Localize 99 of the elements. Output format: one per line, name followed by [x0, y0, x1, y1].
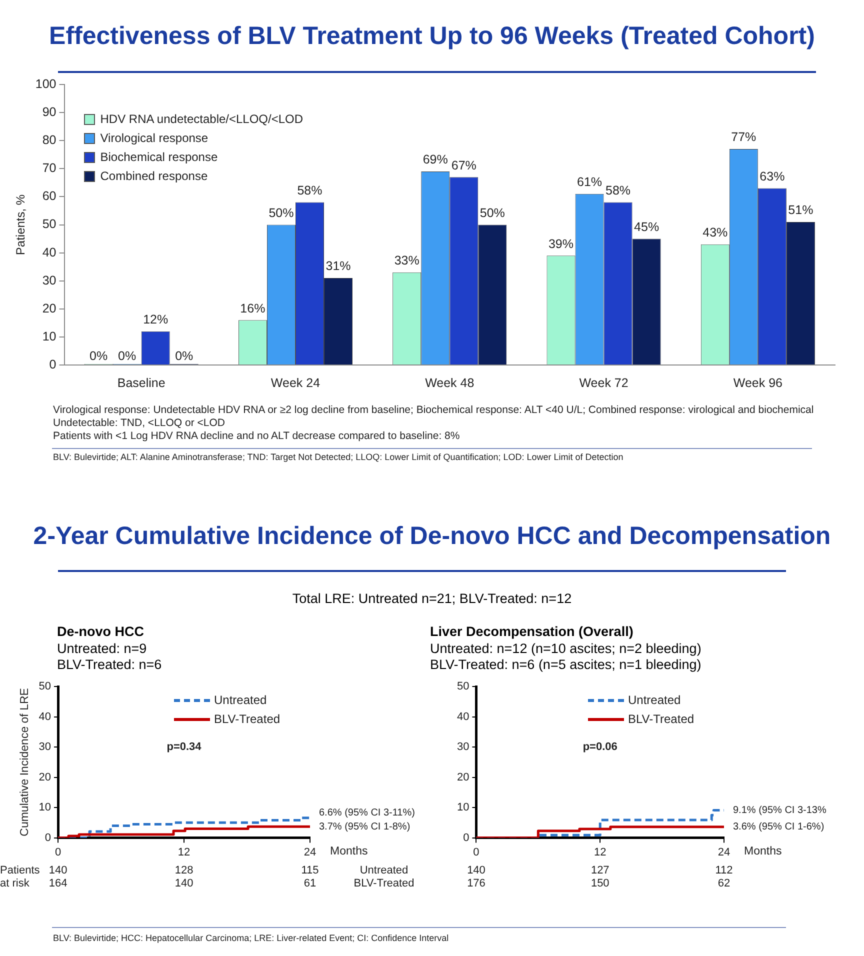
text: BLV: Bulevirtide; ALT: Alanine Aminotransferase; TND: Target Not Detected; LLOQ: Lower Limit of Quantification; LOD: Lower Limit of Detection	[53, 452, 624, 462]
x-tick-label: Baseline	[117, 376, 166, 390]
data-label: 16%	[240, 301, 266, 316]
chart-title: Effectiveness of BLV Treatment Up to 96 Weeks (Treated Cohort)	[48, 22, 816, 51]
text: 140	[467, 864, 486, 876]
text: 164	[48, 877, 68, 890]
x-tick-label: Week 48	[425, 376, 474, 390]
text: Undetectable: TND, <LLOQ or <LOD	[53, 417, 225, 429]
x-tick-label: Week 96	[733, 376, 783, 390]
data-label: 12%	[143, 312, 168, 327]
y-tick-label: 0	[463, 832, 470, 844]
y-tick-label: 40	[456, 710, 470, 723]
text: 62	[718, 877, 730, 890]
legend-label: HDV RNA undetectable/<LLOQ/<LOD	[100, 112, 304, 126]
data-label: 51%	[788, 203, 814, 218]
annotation: p=0.06	[582, 741, 618, 754]
chart-subtitle: Untreated: n=9 BLV-Treated: n=6	[57, 641, 162, 673]
data-label: 58%	[297, 184, 322, 198]
legend-label: Virological response	[100, 131, 208, 145]
text: 2-Year Cumulative Incidence of De-novo HCC and Decompensation	[32, 522, 832, 551]
data-label: 45%	[634, 220, 660, 234]
data-label: 0%	[175, 349, 194, 364]
chart-subtitle: Untreated: n=12 (n=10 ascites; n=2 bleeding) BLV-Treated: n=6 (n=5 ascites; n=1 bleeding)	[430, 641, 702, 673]
data-label: 50%	[268, 206, 294, 220]
y-tick-label: 60	[42, 189, 56, 204]
data-label: 63%	[760, 169, 785, 184]
y-tick-label: 100	[35, 76, 56, 91]
x-tick-label: 12	[594, 846, 606, 858]
text: 150	[590, 877, 610, 890]
text: 112	[715, 864, 733, 876]
y-tick-label: 90	[42, 105, 56, 120]
text: 128	[174, 864, 194, 876]
x-tick-label: 12	[178, 846, 190, 858]
data-label: 31%	[326, 259, 351, 274]
legend-label: Untreated	[628, 693, 681, 708]
text: 176	[467, 877, 486, 890]
legend-label: Untreated	[214, 693, 267, 708]
data-label: 58%	[606, 184, 631, 198]
legend-label: BLV-Treated	[214, 712, 280, 726]
data-label: 33%	[394, 254, 420, 268]
text: 140	[48, 864, 68, 876]
text: 6.6% (95% CI 3-11%)	[319, 807, 415, 818]
text: Patients with <1 Log HDV RNA decline and no ALT decrease compared to baseline: 8%	[53, 430, 460, 442]
legend-label: Combined response	[100, 169, 208, 183]
y-tick-label: 20	[456, 771, 470, 784]
x-tick-label: 24	[304, 846, 316, 858]
data-label: 69%	[422, 152, 448, 167]
x-axis-title: Months	[744, 846, 782, 858]
y-tick-label: 10	[38, 802, 52, 814]
y-tick-label: 50	[456, 680, 470, 693]
y-tick-label: 10	[42, 329, 56, 344]
x-tick-label: 0	[473, 846, 480, 858]
text: Patients	[0, 864, 40, 876]
data-label: 39%	[548, 236, 574, 251]
data-label: 77%	[731, 130, 756, 144]
text: 3.7% (95% CI 1-8%)	[319, 821, 410, 832]
text: 3.6% (95% CI 1-6%)	[733, 822, 824, 833]
chart-title: Liver Decompensation (Overall)	[430, 624, 634, 639]
y-tick-label: 50	[38, 680, 52, 693]
y-tick-label: 70	[42, 161, 56, 176]
y-axis-title: Patients, %	[14, 194, 28, 256]
text: 115	[301, 864, 319, 876]
y-tick-label: 30	[42, 273, 56, 288]
y-tick-label: 0	[49, 357, 56, 372]
legend-label: Biochemical response	[100, 150, 218, 164]
y-tick-label: 30	[456, 741, 470, 754]
text: 140	[174, 877, 194, 890]
y-tick-label: 0	[44, 832, 52, 844]
annotation: p=0.34	[166, 741, 202, 754]
x-axis-title: Months	[330, 846, 368, 858]
legend-label: BLV-Treated	[628, 712, 694, 726]
y-tick-label: 50	[42, 217, 56, 232]
data-label: 67%	[451, 158, 476, 172]
y-tick-label: 40	[42, 245, 56, 260]
x-tick-label: 24	[718, 846, 730, 858]
data-label: 61%	[577, 175, 602, 190]
text: BLV: Bulevirtide; HCC: Hepatocellular Carcinoma; LRE: Liver-related Event; CI: Confidence Interval	[53, 933, 449, 943]
text: Total LRE: Untreated n=21; BLV-Treated: n=12	[291, 591, 573, 606]
text: 9.1% (95% CI 3-13%	[733, 805, 826, 816]
y-axis-title: Cumulative Incidence of LRE	[19, 688, 32, 836]
y-tick-label: 30	[38, 741, 52, 754]
text: Untreated	[360, 864, 408, 876]
text: Virological response: Undetectable HDV RNA or ≥2 log decline from baseline; Biochemical response: ALT <40 U/L; Combined response: virological and biochemical	[53, 404, 814, 416]
chart-title: De-novo HCC	[57, 624, 144, 639]
x-tick-label: Week 24	[270, 376, 320, 390]
text: at risk	[0, 877, 30, 890]
text: BLV-Treated	[354, 877, 414, 890]
y-tick-label: 10	[456, 802, 470, 814]
data-label: 43%	[702, 226, 728, 240]
data-label: 0%	[118, 349, 136, 364]
text: 61	[304, 877, 316, 890]
y-tick-label: 80	[42, 133, 56, 148]
y-tick-label: 20	[42, 301, 56, 316]
data-label: 0%	[90, 349, 108, 364]
y-tick-label: 20	[38, 771, 52, 784]
data-label: 50%	[480, 206, 505, 220]
text: 127	[590, 864, 610, 876]
y-tick-label: 40	[38, 710, 52, 723]
x-tick-label: Week 72	[579, 376, 628, 390]
